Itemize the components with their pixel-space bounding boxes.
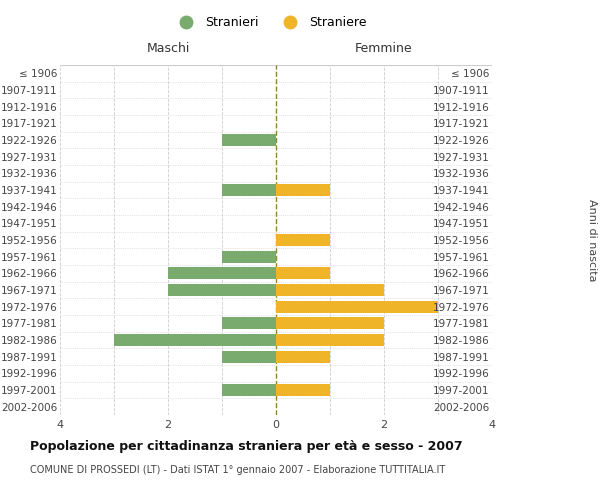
Bar bbox=[276, 234, 330, 246]
Text: Anni di nascita: Anni di nascita bbox=[587, 198, 597, 281]
Bar bbox=[168, 284, 276, 296]
Text: Maschi: Maschi bbox=[146, 42, 190, 55]
Bar bbox=[276, 384, 330, 396]
Bar bbox=[222, 250, 276, 262]
Bar bbox=[276, 334, 384, 346]
Bar bbox=[276, 268, 330, 280]
Bar bbox=[222, 384, 276, 396]
Bar bbox=[168, 268, 276, 280]
Text: COMUNE DI PROSSEDI (LT) - Dati ISTAT 1° gennaio 2007 - Elaborazione TUTTITALIA.I: COMUNE DI PROSSEDI (LT) - Dati ISTAT 1° … bbox=[30, 465, 445, 475]
Bar bbox=[276, 318, 384, 330]
Bar bbox=[222, 350, 276, 362]
Text: Popolazione per cittadinanza straniera per età e sesso - 2007: Popolazione per cittadinanza straniera p… bbox=[30, 440, 463, 453]
Bar bbox=[276, 300, 438, 312]
Bar bbox=[222, 134, 276, 146]
Legend: Stranieri, Straniere: Stranieri, Straniere bbox=[169, 11, 371, 34]
Bar bbox=[222, 318, 276, 330]
Bar bbox=[276, 284, 384, 296]
Bar bbox=[276, 184, 330, 196]
Bar bbox=[276, 350, 330, 362]
Text: Femmine: Femmine bbox=[355, 42, 413, 55]
Bar bbox=[114, 334, 276, 346]
Bar bbox=[222, 184, 276, 196]
